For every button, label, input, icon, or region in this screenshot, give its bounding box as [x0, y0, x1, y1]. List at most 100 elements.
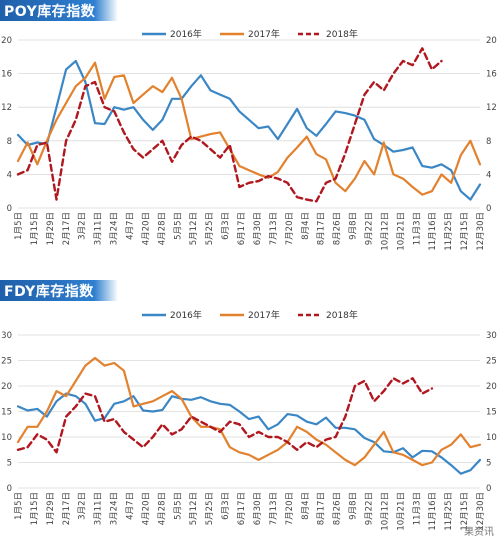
- series-line-2017年: [16, 356, 482, 467]
- series-line-2016年: [16, 392, 482, 475]
- y-tick-label-left: 0: [7, 484, 12, 494]
- y-tick-label-right: 5: [486, 459, 491, 469]
- x-tick-label: 4月7日: [126, 212, 136, 240]
- legend-label: 2018年: [326, 28, 358, 40]
- x-tick-label: 1月5日: [14, 212, 24, 240]
- series-line-2016年: [16, 59, 482, 201]
- x-tick-label: 3月11日: [94, 212, 104, 245]
- x-tick-label: 11月16日: [428, 212, 438, 251]
- x-tick-label: 4月28日: [157, 492, 167, 525]
- x-tick-label: 3月24日: [110, 492, 120, 525]
- fdy-chart-panel: FDY库存指数 0 0 5 5 10 10 15 15 20 20 25 25 30 30 1月5日 1月15…: [0, 280, 500, 546]
- y-tick-label-right: 4: [486, 170, 491, 180]
- x-tick-label: 1月15日: [30, 492, 40, 525]
- x-tick-label: 12月15日: [460, 492, 470, 531]
- x-tick-label: 12月30日: [476, 212, 486, 251]
- x-tick-label: 3月2日: [78, 492, 88, 520]
- y-tick-label-left: 30: [1, 331, 12, 341]
- x-tick-label: 8月17日: [317, 492, 327, 525]
- legend-label: 2018年: [326, 309, 358, 321]
- legend-label: 2017年: [248, 309, 280, 321]
- x-tick-label: 9月8日: [349, 212, 359, 240]
- x-tick-label: 8月26日: [333, 492, 343, 525]
- y-tick-label-right: 30: [486, 331, 497, 341]
- x-tick-label: 9月8日: [349, 492, 359, 520]
- y-tick-label-right: 16: [486, 70, 497, 80]
- watermark: 果资讯: [464, 527, 494, 538]
- x-tick-label: 2月17日: [62, 492, 72, 525]
- poy-title-bar: POY库存指数: [0, 0, 118, 21]
- y-tick-label-left: 8: [7, 137, 12, 147]
- x-tick-label: 11月16日: [428, 492, 438, 531]
- x-tick-label: 12月15日: [460, 212, 470, 251]
- y-tick-label-left: 12: [1, 103, 12, 113]
- x-tick-label: 8月26日: [333, 212, 343, 245]
- x-tick-label: 6月30日: [253, 492, 263, 525]
- y-tick-label-left: 16: [1, 70, 12, 80]
- x-tick-label: 7月20日: [285, 212, 295, 245]
- legend-label: 2017年: [248, 28, 280, 40]
- x-tick-label: 3月2日: [78, 212, 88, 240]
- x-tick-label: 4月28日: [157, 212, 167, 245]
- x-tick-label: 2月17日: [62, 212, 72, 245]
- x-tick-label: 8月17日: [317, 212, 327, 245]
- x-tick-label: 5月25日: [205, 492, 215, 525]
- poy-chart: 0 0 4 4 8 8 12 12 16 16 20 20 1月5日 1月15日 1月29日 2月17日 3月2…: [1, 28, 497, 251]
- x-tick-label: 11月25日: [444, 492, 454, 531]
- y-tick-label-left: 10: [1, 433, 12, 443]
- x-tick-label: 8月4日: [301, 492, 311, 520]
- x-tick-label: 5月25日: [205, 212, 215, 245]
- x-tick-label: 5月5日: [173, 212, 183, 240]
- x-tick-label: 5月5日: [173, 492, 183, 520]
- x-tick-label: 10月12日: [380, 492, 390, 531]
- x-tick-label: 10月12日: [380, 212, 390, 251]
- fdy-title-bar: FDY库存指数: [0, 280, 118, 301]
- legend-label: 2016年: [170, 309, 202, 321]
- x-tick-label: 11月25日: [444, 212, 454, 251]
- x-tick-label: 9月22日: [364, 212, 374, 245]
- x-tick-label: 8月4日: [301, 212, 311, 240]
- x-tick-label: 7月13日: [269, 212, 279, 245]
- y-tick-label-left: 25: [1, 357, 12, 367]
- x-tick-label: 7月13日: [269, 492, 279, 525]
- x-tick-label: 5月12日: [189, 212, 199, 245]
- poy-chart-title: POY库存指数: [4, 4, 96, 20]
- y-tick-label-right: 0: [486, 484, 491, 494]
- x-tick-label: 1月29日: [46, 492, 56, 525]
- x-tick-label: 11月3日: [412, 212, 422, 245]
- x-tick-label: 3月11日: [94, 492, 104, 525]
- y-tick-label-right: 8: [486, 137, 491, 147]
- fdy-chart: 0 0 5 5 10 10 15 15 20 20 25 25 30 30 1月5日 1月15日 1月29日 2月…: [1, 309, 497, 531]
- y-tick-label-right: 25: [486, 357, 497, 367]
- x-tick-label: 10月21日: [396, 212, 406, 251]
- x-tick-label: 6月3日: [221, 212, 231, 240]
- y-tick-label-right: 0: [486, 204, 491, 214]
- x-tick-label: 6月17日: [237, 492, 247, 525]
- x-tick-label: 12月30日: [476, 492, 486, 531]
- series-line-2018年: [16, 377, 434, 454]
- y-tick-label-left: 15: [1, 408, 12, 418]
- y-tick-label-right: 20: [486, 36, 497, 46]
- y-tick-label-left: 20: [1, 36, 12, 46]
- x-tick-label: 4月20日: [141, 492, 151, 525]
- y-tick-label-left: 4: [7, 170, 12, 180]
- x-tick-label: 1月5日: [14, 492, 24, 520]
- x-tick-label: 7月20日: [285, 492, 295, 525]
- x-tick-label: 4月20日: [141, 212, 151, 245]
- x-tick-label: 1月29日: [46, 212, 56, 245]
- y-tick-label-right: 20: [486, 382, 497, 392]
- y-tick-label-left: 0: [7, 204, 12, 214]
- x-tick-label: 10月21日: [396, 492, 406, 531]
- y-tick-label-right: 15: [486, 408, 497, 418]
- series-line-2017年: [16, 61, 482, 196]
- x-tick-label: 6月30日: [253, 212, 263, 245]
- y-tick-label-left: 5: [7, 459, 12, 469]
- x-tick-label: 9月22日: [364, 492, 374, 525]
- y-tick-label-right: 10: [486, 433, 497, 443]
- fdy-chart-title: FDY库存指数: [4, 284, 94, 300]
- y-tick-label-left: 20: [1, 382, 12, 392]
- x-tick-label: 6月3日: [221, 492, 231, 520]
- poy-chart-panel: POY库存指数 0 0 4 4 8 8 12 12 16 16 20 20 1月5日 1月15日 1月29日…: [0, 0, 500, 272]
- x-tick-label: 5月12日: [189, 492, 199, 525]
- y-tick-label-right: 12: [486, 103, 497, 113]
